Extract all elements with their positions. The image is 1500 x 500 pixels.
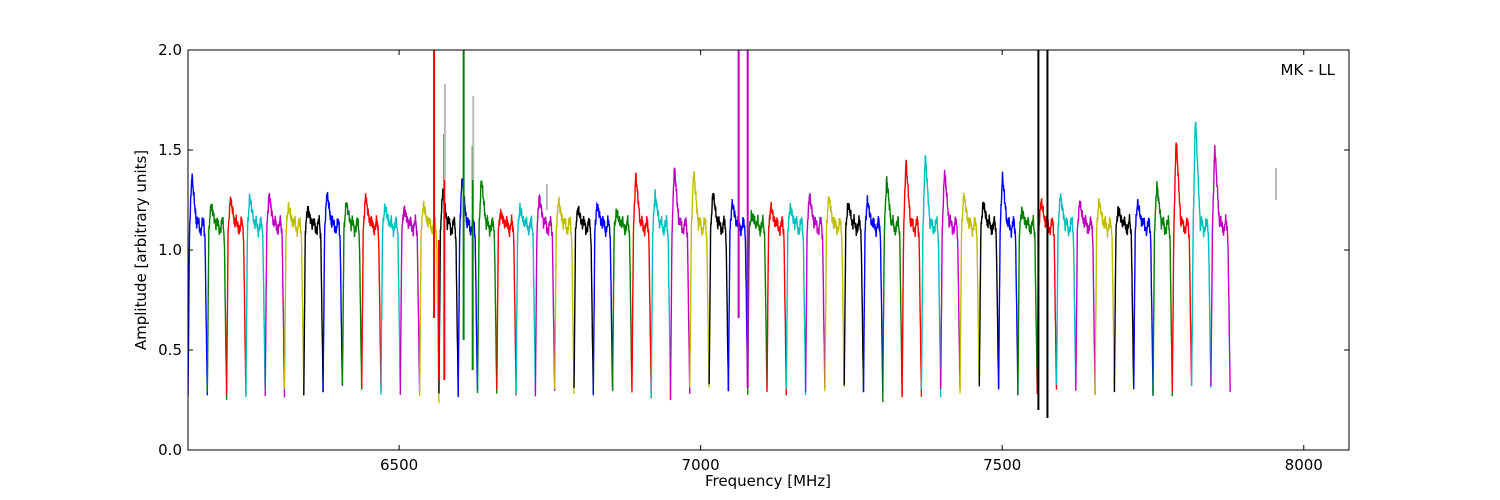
channel-line-2: [206, 203, 228, 400]
x-tick-label: 8000: [1285, 456, 1323, 474]
channel-line-16: [476, 180, 498, 394]
channel-line-8: [322, 191, 344, 391]
channel-line-44: [1017, 206, 1038, 395]
channel-line-38: [901, 159, 923, 398]
channel-line-15: [457, 177, 479, 398]
channel-line-17: [496, 208, 517, 396]
x-tick-label: 6500: [380, 456, 418, 474]
channel-line-52: [1171, 142, 1193, 392]
x-tick-label: 7500: [983, 456, 1021, 474]
channel-line-13: [418, 200, 440, 404]
channel-line-26: [669, 167, 691, 400]
channel-line-12: [399, 205, 421, 395]
y-tick-label: 0.0: [158, 441, 182, 459]
y-tick-label: 1.5: [158, 141, 182, 159]
channel-line-49: [1113, 206, 1135, 393]
channel-line-4: [245, 193, 266, 398]
channel-line-54: [1210, 145, 1231, 393]
channel-line-21: [573, 205, 594, 394]
channel-line-43: [997, 171, 1019, 396]
channel-line-9: [341, 202, 363, 390]
channel-line-40: [940, 169, 961, 389]
channel-line-33: [804, 193, 826, 392]
channel-line-11: [380, 203, 401, 395]
channel-line-27: [689, 171, 710, 388]
channel-line-5: [264, 192, 286, 398]
channel-line-42: [978, 201, 1000, 389]
series-layer: [188, 121, 1231, 404]
channel-line-22: [592, 201, 614, 396]
channel-line-39: [920, 155, 942, 398]
channel-line-23: [611, 208, 633, 392]
channel-line-31: [766, 202, 787, 396]
channel-line-32: [785, 203, 807, 395]
channel-line-25: [650, 189, 672, 401]
tick-layer: 6500 7000 7500 8000 0.0 0.5 1.0 1.5 2.0: [158, 41, 1349, 474]
channel-line-47: [1075, 200, 1096, 395]
y-tick-label: 0.5: [158, 341, 182, 359]
channel-line-1: [188, 173, 208, 397]
channel-line-41: [959, 192, 980, 394]
channel-line-53: [1190, 121, 1212, 388]
channel-line-14: [438, 188, 459, 396]
channel-line-34: [824, 196, 845, 392]
channel-line-3: [225, 196, 247, 395]
channel-line-24: [631, 172, 652, 399]
y-tick-label: 1.0: [158, 241, 182, 259]
x-tick-label: 7000: [682, 456, 720, 474]
channel-line-37: [882, 176, 903, 403]
channel-line-20: [554, 196, 575, 394]
channel-line-51: [1152, 181, 1173, 397]
channel-line-28: [708, 192, 730, 392]
channel-line-50: [1132, 199, 1154, 396]
annotation-label: MK - LL: [1281, 61, 1336, 79]
channel-line-10: [361, 193, 382, 392]
y-axis-label: Amplitude [arbitrary units]: [132, 150, 150, 350]
channel-line-35: [843, 202, 865, 391]
channel-line-46: [1055, 193, 1077, 391]
rfi-spike-layer: [433, 50, 1278, 418]
channel-line-19: [534, 193, 556, 397]
channel-line-18: [515, 202, 537, 395]
channel-line-36: [862, 195, 884, 395]
channel-line-6: [283, 201, 305, 396]
channel-line-48: [1094, 198, 1116, 396]
channel-line-7: [303, 205, 324, 396]
y-tick-label: 2.0: [158, 41, 182, 59]
channel-line-30: [747, 210, 768, 395]
x-axis-label: Frequency [MHz]: [705, 472, 831, 490]
